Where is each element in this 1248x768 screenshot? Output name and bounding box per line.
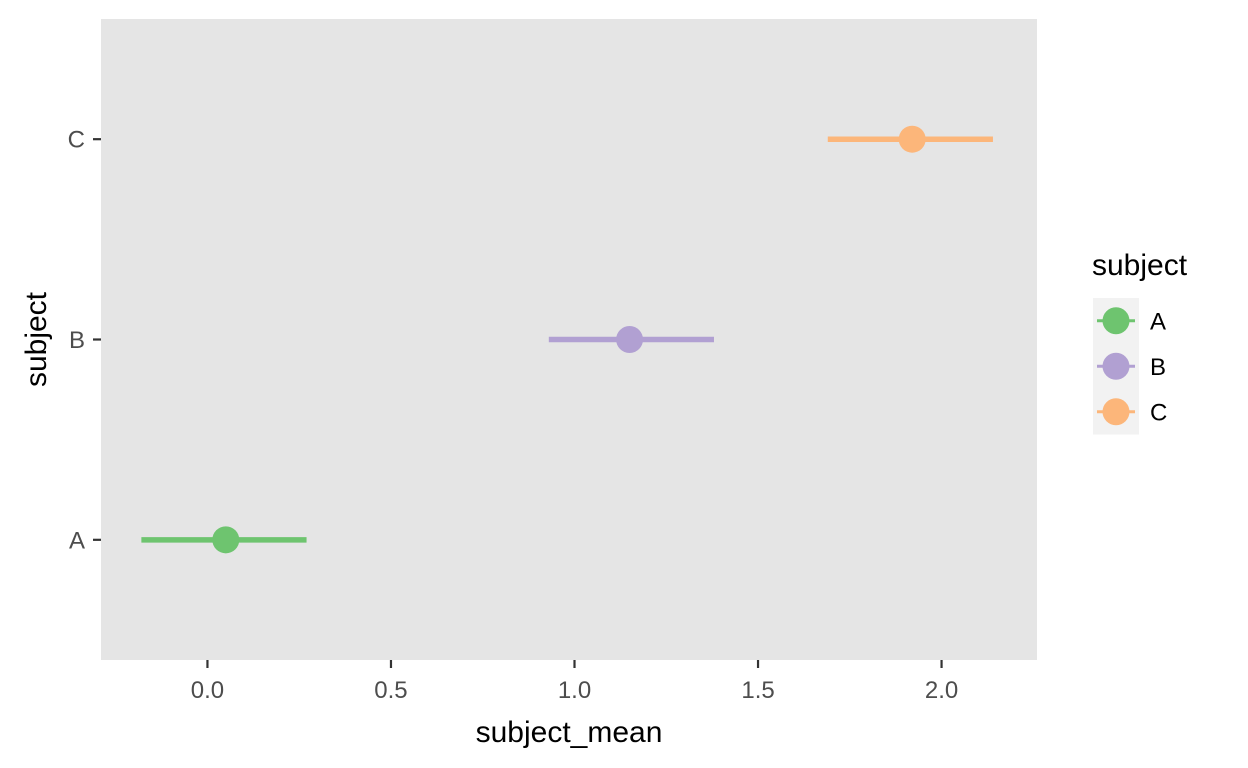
legend-label-c: C xyxy=(1150,399,1167,426)
mean-point-b xyxy=(616,326,644,353)
chart-marks xyxy=(141,125,993,554)
y-tick-label: B xyxy=(69,327,85,354)
x-tick-label: 0.0 xyxy=(191,677,224,704)
mean-point-c xyxy=(898,125,926,153)
x-tick-label: 2.0 xyxy=(925,677,958,704)
legend-key-point-c xyxy=(1102,398,1130,426)
legend-key-point-b xyxy=(1102,352,1130,380)
x-tick-label: 1.5 xyxy=(741,677,774,704)
y-tick-label: A xyxy=(69,527,85,554)
legend-label-b: B xyxy=(1150,354,1166,381)
legend-title: subject xyxy=(1092,249,1188,282)
legend-label-a: A xyxy=(1150,308,1166,335)
y-axis: A B C xyxy=(68,127,101,554)
x-tick-label: 0.5 xyxy=(374,677,407,704)
mean-point-a xyxy=(212,526,240,554)
y-axis-title: subject xyxy=(20,291,53,387)
legend-key-point-a xyxy=(1102,307,1130,335)
x-tick-label: 1.0 xyxy=(558,677,591,704)
x-axis-title: subject_mean xyxy=(476,716,663,749)
y-tick-label: C xyxy=(68,127,85,154)
x-axis: 0.0 0.5 1.0 1.5 2.0 xyxy=(191,660,958,704)
legend: subject ABC xyxy=(1092,249,1188,435)
